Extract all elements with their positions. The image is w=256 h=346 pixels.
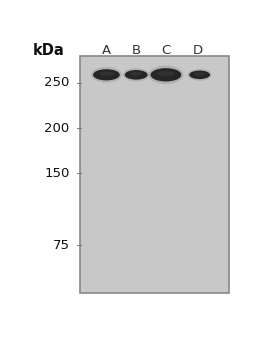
Ellipse shape: [91, 67, 122, 83]
Ellipse shape: [123, 68, 149, 82]
Ellipse shape: [189, 71, 210, 79]
Text: 75: 75: [53, 239, 70, 252]
Ellipse shape: [99, 72, 114, 76]
Text: 250: 250: [44, 76, 70, 89]
Ellipse shape: [157, 71, 174, 76]
Ellipse shape: [148, 65, 184, 84]
FancyBboxPatch shape: [80, 56, 229, 293]
Text: 150: 150: [44, 167, 70, 180]
Ellipse shape: [130, 72, 142, 76]
Ellipse shape: [194, 72, 205, 75]
Text: A: A: [102, 44, 111, 57]
Text: C: C: [161, 44, 170, 57]
Ellipse shape: [93, 69, 120, 80]
Ellipse shape: [125, 70, 147, 80]
Ellipse shape: [188, 69, 212, 81]
Text: D: D: [193, 44, 203, 57]
Text: 200: 200: [45, 121, 70, 135]
Text: kDa: kDa: [33, 43, 65, 58]
Ellipse shape: [151, 68, 181, 82]
Text: B: B: [132, 44, 141, 57]
